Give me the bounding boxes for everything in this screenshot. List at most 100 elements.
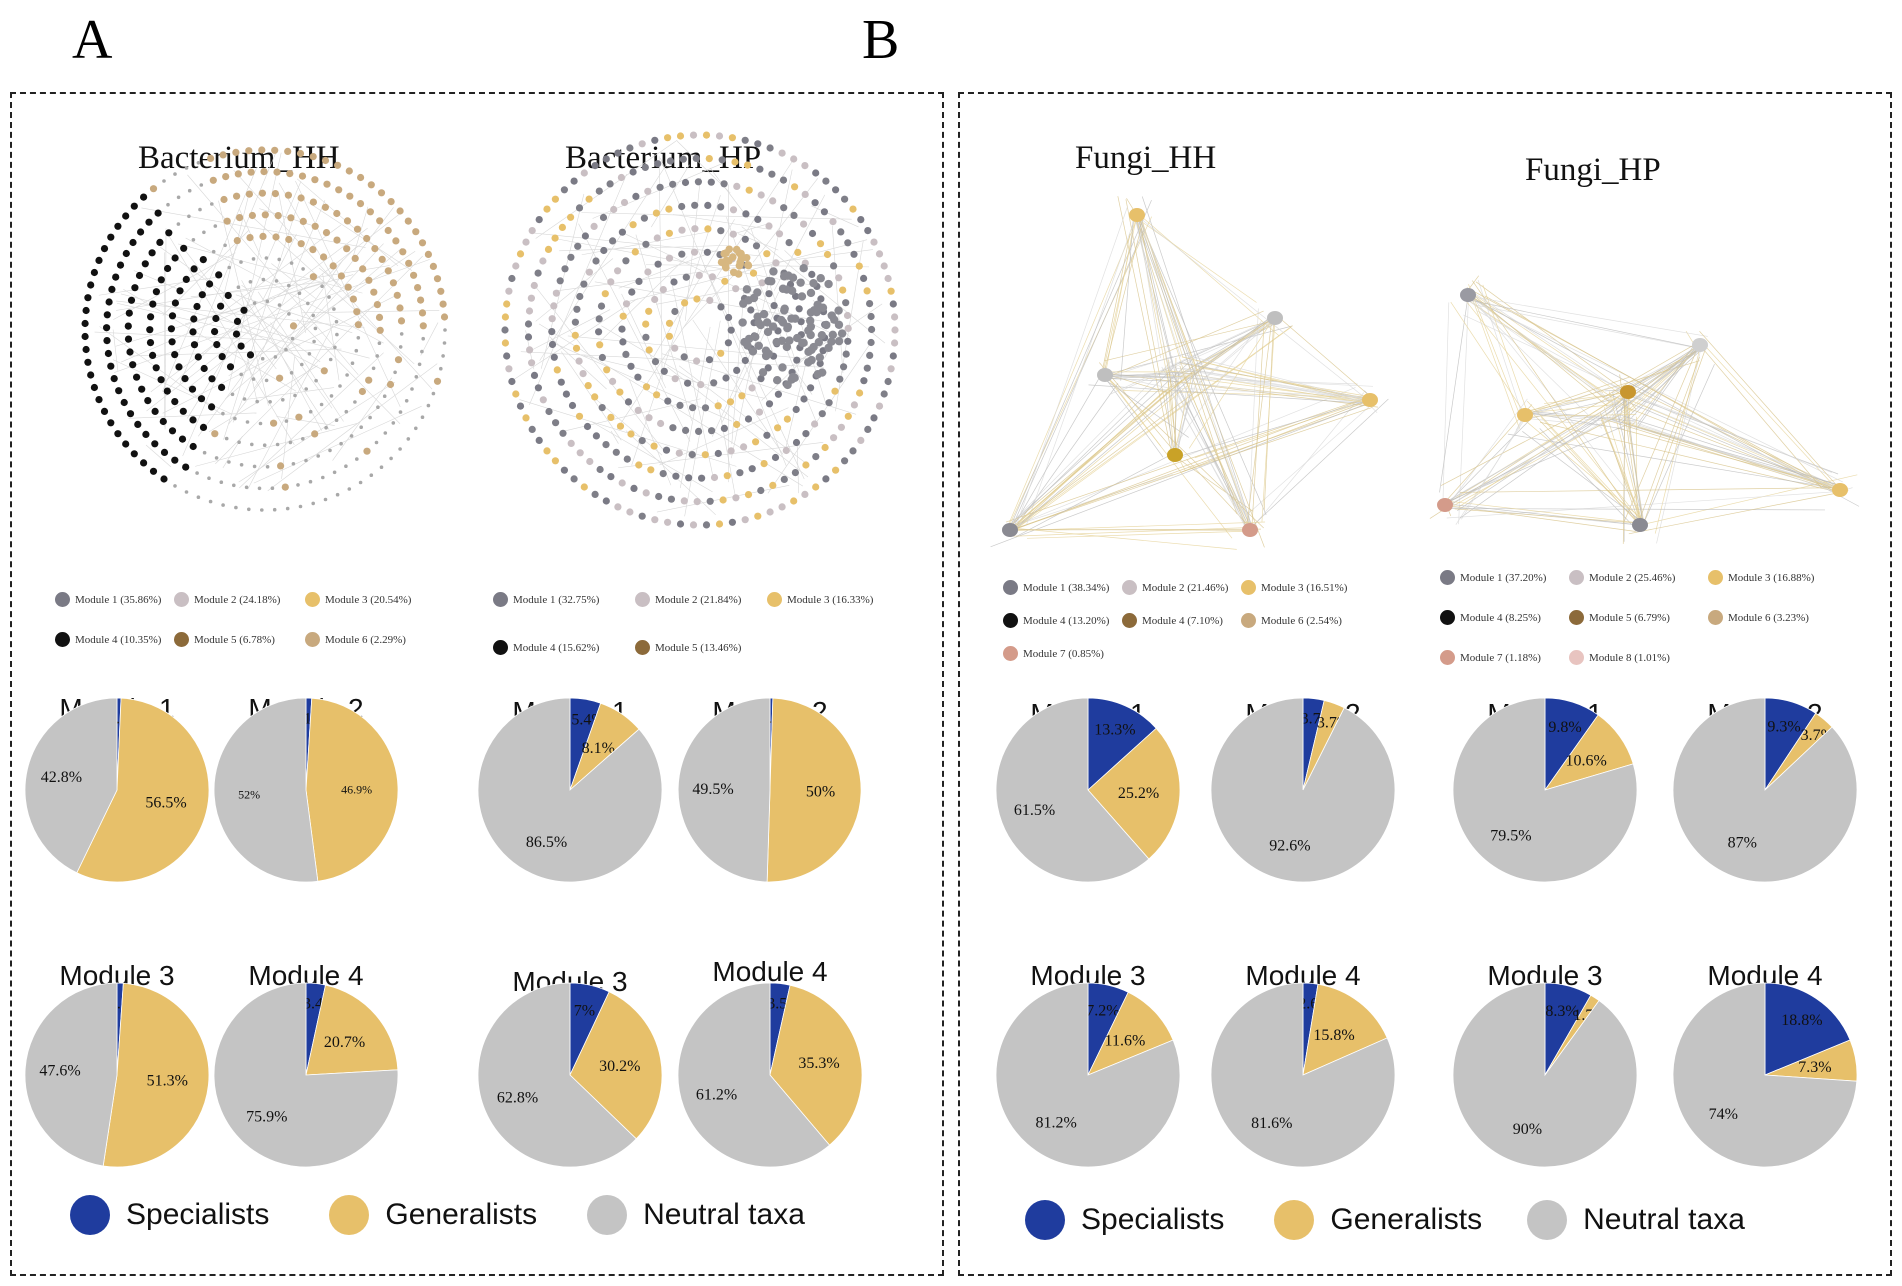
pie-data-label: 61.5% [1014, 802, 1055, 819]
module-legend-item: Module 3 (16.33%) [767, 592, 873, 607]
pie-data-label: 61.2% [696, 1087, 737, 1104]
module-legend-swatch [1122, 580, 1137, 595]
neutral-taxa-label: Neutral taxa [1583, 1203, 1745, 1236]
pie-data-label: 7.3% [1798, 1059, 1831, 1076]
module-legend-swatch [1003, 580, 1018, 595]
pie-data-label: 81.6% [1251, 1115, 1292, 1132]
pie-data-label: 92.6% [1269, 838, 1310, 855]
module-legend-item: Module 3 (20.54%) [305, 592, 411, 607]
module-legend-label: Module 2 (25.46%) [1589, 571, 1676, 584]
pie-slice-generalists [1302, 983, 1388, 1076]
module-legend-label: Module 2 (21.84%) [655, 593, 742, 606]
pie-slice-neutral-taxa [477, 697, 663, 883]
module-legend-label: Module 5 (6.79%) [1589, 611, 1670, 624]
module-legend-item: Module 6 (3.23%) [1708, 610, 1809, 625]
module-legend-item: Module 1 (32.75%) [493, 592, 599, 607]
pie-slice-generalists [76, 697, 210, 883]
pie-chart: 3.7%3.7%92.6% [1210, 697, 1396, 883]
module-legend-swatch [1708, 610, 1723, 625]
pie-slice-neutral-taxa [677, 982, 831, 1168]
module-legend-swatch [1440, 610, 1455, 625]
pie-data-label: 7% [574, 1002, 595, 1019]
module-legend-swatch [1241, 613, 1256, 628]
module-legend-item: Module 6 (2.54%) [1241, 613, 1342, 628]
module-legend-swatch [493, 640, 508, 655]
module-legend-label: Module 4 (8.25%) [1460, 611, 1541, 624]
pie-slice-neutral-taxa [677, 697, 771, 883]
module-legend-label: Module 4 (15.62%) [513, 641, 600, 654]
pie-chart: 3.5%35.3%61.2% [677, 982, 863, 1168]
neutral-taxa-label: Neutral taxa [643, 1198, 805, 1231]
pie-data-label: 13.3% [1094, 722, 1135, 739]
pie-chart: 8.3%1.7%90% [1452, 982, 1638, 1168]
pie-data-label: 49.5% [692, 781, 733, 798]
module-legend-item: Module 2 (21.46%) [1122, 580, 1228, 595]
generalists-label: Generalists [385, 1198, 538, 1231]
panel-b-letter: B [862, 9, 900, 71]
pie-data-label: 35.3% [798, 1055, 839, 1072]
module-legend-label: Module 3 (20.54%) [325, 593, 412, 606]
pie-slice-neutral-taxa [477, 982, 637, 1168]
generalists-swatch [329, 1195, 370, 1235]
pie-slice-neutral-taxa [995, 982, 1181, 1168]
module-legend-swatch [174, 632, 189, 647]
pie-chart: 9.8% 10.6% 79.5% [1452, 697, 1638, 883]
category-legend-a: Specialists Generalists Neutral taxa [70, 1195, 805, 1235]
module-legend-label: Module 8 (1.01%) [1589, 651, 1670, 664]
pie-data-label: 86.5% [526, 834, 567, 851]
network-title-fungi-hp: Fungi_HP [1525, 152, 1661, 188]
module-legend-label: Module 4 (13.20%) [1023, 614, 1110, 627]
module-legend-label: Module 6 (2.29%) [325, 633, 406, 646]
pie-chart: 0.5%50%49.5% [677, 697, 862, 883]
pie-slice-generalists [766, 697, 862, 883]
module-legend-item: Module 4 (10.35%) [55, 632, 161, 647]
module-legend-item: Module 7 (0.85%) [1003, 646, 1104, 661]
pie-chart: 7% 30.2% 62.8% [477, 982, 663, 1168]
panel-b-frame [958, 92, 1892, 1276]
pie-slice-neutral-taxa [1452, 982, 1638, 1168]
pie-chart: 3.4%20.7%75.9% [213, 982, 399, 1168]
generalists-label: Generalists [1330, 1203, 1483, 1236]
panel-a-letter: A [72, 9, 113, 71]
pie-slice-generalists [1087, 991, 1174, 1076]
pie-data-label: 20.7% [324, 1034, 365, 1051]
module-legend-swatch [174, 592, 189, 607]
pie-data-label: 25.2% [1118, 785, 1159, 802]
module-legend-label: Module 1 (38.34%) [1023, 581, 1110, 594]
pie-data-label: 9.3% [1767, 719, 1800, 736]
module-legend-swatch [55, 592, 70, 607]
pie-chart: 0.7%56.5%42.8% [24, 697, 210, 883]
module-legend-item: Module 1 (37.20%) [1440, 570, 1546, 585]
module-legend-label: Module 4 (10.35%) [75, 633, 162, 646]
module-legend-item: Module 8 (1.01%) [1569, 650, 1670, 665]
module-legend-item: Module 4 (8.25%) [1440, 610, 1541, 625]
module-legend-item: Module 4 (7.10%) [1122, 613, 1223, 628]
neutral-taxa-swatch [1527, 1200, 1568, 1240]
pie-data-label: 75.9% [246, 1109, 287, 1126]
pie-slice-generalists [569, 991, 663, 1140]
module-legend-label: Module 7 (0.85%) [1023, 647, 1104, 660]
module-legend-label: Module 2 (24.18%) [194, 593, 281, 606]
pie-data-label: 42.8% [41, 769, 82, 786]
module-legend-item: Module 2 (21.84%) [635, 592, 741, 607]
pie-slice-neutral-taxa [1210, 982, 1396, 1168]
pie-data-label: 8.3% [1545, 1003, 1578, 1020]
module-legend-item: Module 3 (16.88%) [1708, 570, 1814, 585]
module-legend-swatch [767, 592, 782, 607]
module-legend-item: Module 6 (2.29%) [305, 632, 406, 647]
module-legend-label: Module 1 (35.86%) [75, 593, 162, 606]
pie-slice-neutral-taxa [24, 697, 118, 874]
specialists-label: Specialists [1081, 1203, 1225, 1236]
pie-chart: 1%46.9%52% [213, 697, 399, 883]
module-legend-swatch [635, 592, 650, 607]
neutral-taxa-swatch [587, 1195, 628, 1235]
pie-chart: 1.1%51.3%47.6% [24, 982, 210, 1168]
module-legend-item: Module 4 (13.20%) [1003, 613, 1109, 628]
generalists-swatch [1274, 1200, 1315, 1240]
pie-title: Module 4 [712, 956, 828, 987]
pie-data-label: 10.6% [1566, 753, 1607, 770]
pie-data-label: 30.2% [599, 1058, 640, 1075]
module-legend-item: Module 4 (15.62%) [493, 640, 599, 655]
network-title-bacterium-hp: Bacterium_HP [565, 140, 762, 176]
module-legend-swatch [1003, 613, 1018, 628]
